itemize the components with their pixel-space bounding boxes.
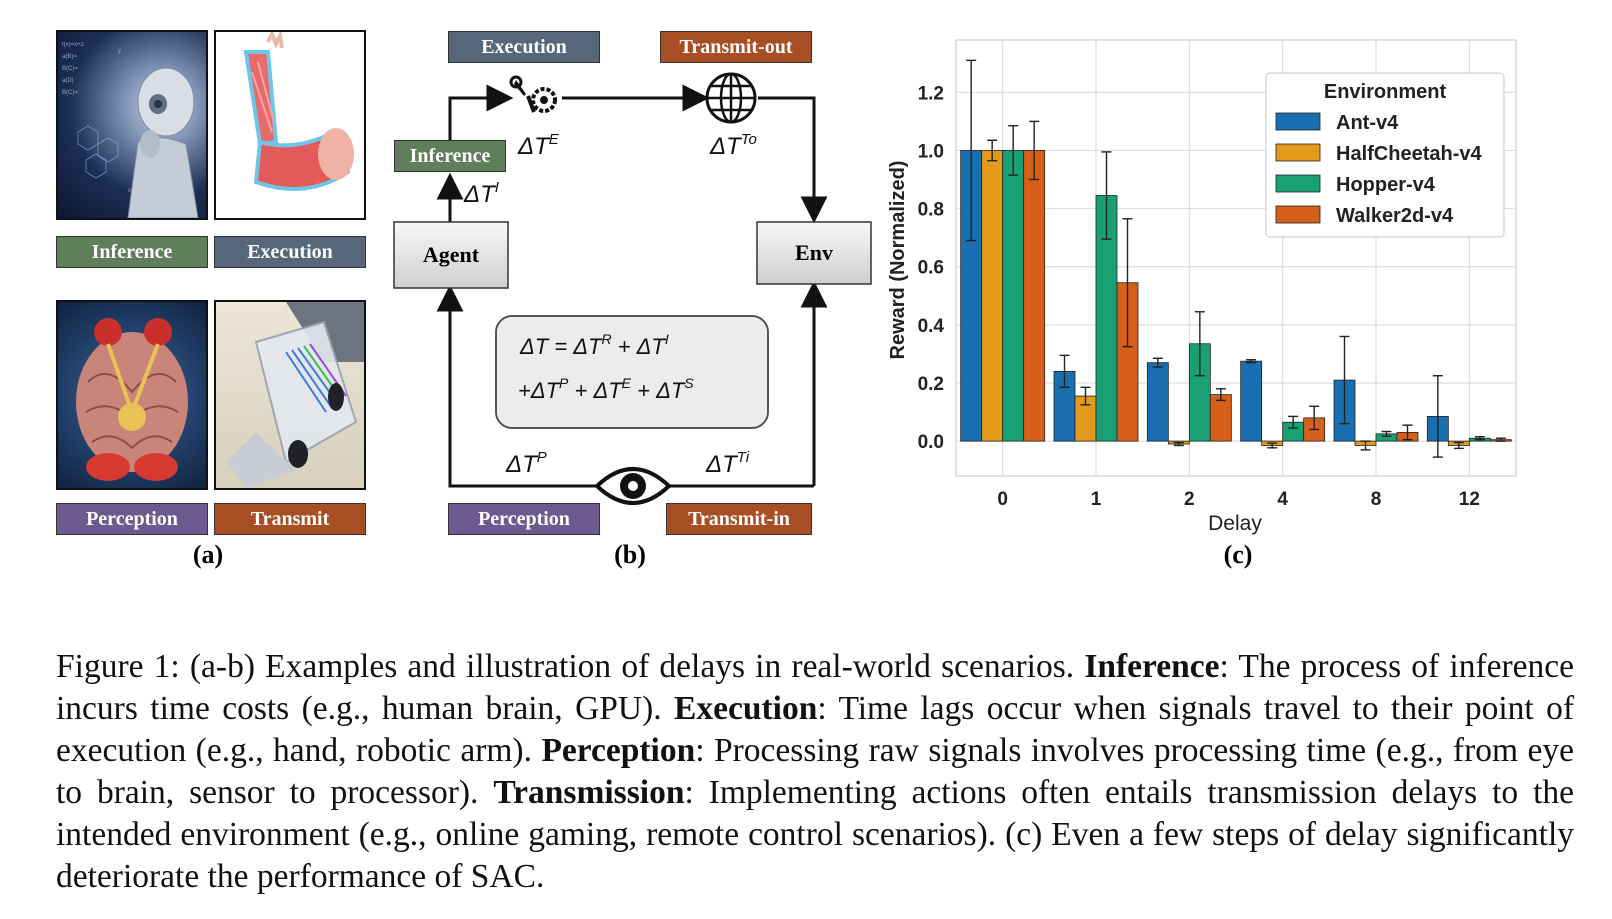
env-label: Env bbox=[795, 240, 833, 265]
svg-text:B(C)=: B(C)= bbox=[62, 66, 78, 72]
y-tick-label: 1.2 bbox=[918, 83, 944, 104]
caption-bold-transmission: Transmission bbox=[493, 774, 685, 811]
reward-delay-chart: 0.00.20.40.60.81.01.20 1 2 4 8 12 Reward (Nor… bbox=[887, 39, 1517, 535]
y-tick-label: 0.8 bbox=[918, 200, 944, 221]
bar-halfcheetah-v4-delay-0 bbox=[981, 150, 1004, 442]
x-tick-label: 0 bbox=[997, 489, 1008, 510]
svg-text:x: x bbox=[128, 188, 131, 194]
legend-title: Environment bbox=[1324, 81, 1447, 103]
network-cable-image bbox=[214, 300, 366, 490]
y-tick-label: 0.2 bbox=[918, 374, 944, 395]
agent-box bbox=[393, 221, 509, 289]
svg-text:a(B)=: a(B)= bbox=[62, 54, 77, 60]
arm-anatomy-image bbox=[214, 30, 366, 220]
caption-part-2: : The process of inference incurs time c… bbox=[56, 648, 1574, 727]
svg-text:ΔT = ΔTR + ΔTI: ΔT = ΔTR + ΔTI bbox=[519, 331, 669, 359]
panel-a-inference-tag: Inference bbox=[56, 236, 208, 268]
figure-caption: Figure 1: (a-b) Examples and illustratio… bbox=[56, 646, 1574, 898]
delay-equation-box bbox=[495, 315, 769, 429]
robot-thinking-image: f(x)=x+2 a(B)= B(C)= a(D) B(C)= y x bbox=[56, 30, 208, 220]
caption-part-4: : Processing raw signals involves proces… bbox=[56, 732, 1574, 811]
panel-b-transmit-in-tag: Transmit-in bbox=[666, 503, 812, 535]
legend-swatch bbox=[1275, 143, 1321, 162]
panel-b-transmit-out-tag: Transmit-out bbox=[660, 31, 812, 63]
globe-icon bbox=[705, 72, 757, 124]
x-tick-label: 2 bbox=[1184, 489, 1195, 510]
panel-b-inference-tag: Inference bbox=[394, 140, 506, 172]
x-axis-label: Delay bbox=[1208, 512, 1262, 535]
y-tick-label: 1.0 bbox=[918, 141, 944, 162]
delta-transmit-out-label: ΔTTo bbox=[709, 131, 757, 160]
panel-a-transmit-tag: Transmit bbox=[214, 503, 366, 535]
delta-perception-label: ΔTP bbox=[505, 449, 547, 478]
legend-entry: Hopper-v4 bbox=[1336, 174, 1436, 196]
bar-walker2d-v4-delay-0 bbox=[1023, 150, 1046, 442]
eye-icon bbox=[594, 467, 672, 505]
delay-equation: ΔT = ΔTR + ΔTI +ΔTP + ΔTE + ΔTS bbox=[518, 331, 694, 403]
x-tick-label: 4 bbox=[1277, 489, 1288, 510]
caption-part-5: : Implementing actions often entails tra… bbox=[56, 774, 1574, 895]
panel-a-perception-tag: Perception bbox=[56, 503, 208, 535]
y-tick-label: 0.0 bbox=[918, 432, 944, 453]
bar-walker2d-v4-delay-2 bbox=[1209, 394, 1232, 442]
x-tick-label: 8 bbox=[1371, 489, 1382, 510]
x-tick-label: 12 bbox=[1459, 489, 1480, 510]
bar-hopper-v4-delay-0 bbox=[1002, 150, 1025, 442]
legend-entry: Walker2d-v4 bbox=[1336, 205, 1454, 227]
x-tick-label: 1 bbox=[1091, 489, 1102, 510]
transmit-to-env-arrow bbox=[758, 96, 828, 224]
inference-to-execution-arrow bbox=[448, 84, 514, 160]
wrench-gear-icon bbox=[509, 75, 557, 113]
caption-bold-perception: Perception bbox=[541, 732, 696, 769]
legend-entry: HalfCheetah-v4 bbox=[1336, 143, 1482, 165]
legend-swatch bbox=[1275, 174, 1321, 193]
y-tick-label: 0.4 bbox=[918, 316, 945, 337]
y-axis-label: Reward (Normalized) bbox=[887, 161, 909, 360]
delta-execution-label: ΔTE bbox=[517, 131, 560, 160]
panel-b-execution-tag: Execution bbox=[448, 31, 600, 63]
legend-swatch bbox=[1275, 205, 1321, 224]
caption-part-3: : Time lags occur when signals travel to… bbox=[56, 690, 1574, 769]
caption-part-1: Figure 1: (a-b) Examples and illustratio… bbox=[56, 648, 1085, 685]
panel-b-sublabel: (b) bbox=[614, 540, 646, 569]
legend-box bbox=[1265, 72, 1505, 238]
panel-a-execution-tag: Execution bbox=[214, 236, 366, 268]
caption-bold-execution: Execution bbox=[674, 690, 818, 727]
svg-text:a(D): a(D) bbox=[62, 78, 74, 84]
delay-flow-diagram: ΔTE ΔTTo ΔTI ΔTP ΔTTi ΔT = ΔTR + ΔTI +ΔT… bbox=[393, 72, 872, 505]
caption-bold-inference: Inference bbox=[1084, 648, 1220, 685]
y-tick-label: 0.6 bbox=[918, 258, 944, 279]
bar-ant-v4-delay-4 bbox=[1240, 360, 1263, 442]
svg-text:+ΔTP + ΔTE + ΔTS: +ΔTP + ΔTE + ΔTS bbox=[518, 375, 694, 403]
svg-text:B(C)=: B(C)= bbox=[62, 90, 78, 96]
env-box bbox=[756, 221, 872, 285]
panel-c-sublabel: (c) bbox=[1223, 540, 1253, 569]
bar-ant-v4-delay-2 bbox=[1146, 362, 1169, 442]
delta-inference-label: ΔTI bbox=[463, 179, 499, 208]
legend-entry: Ant-v4 bbox=[1336, 112, 1399, 134]
delta-transmit-in-label: ΔTTi bbox=[705, 449, 750, 478]
brain-eye-image bbox=[56, 300, 208, 490]
agent-label: Agent bbox=[422, 242, 480, 267]
perception-to-agent-arrow bbox=[436, 284, 600, 488]
legend-swatch bbox=[1275, 112, 1321, 131]
svg-text:y: y bbox=[118, 48, 121, 54]
svg-text:f(x)=x+2: f(x)=x+2 bbox=[62, 42, 85, 48]
panel-b-perception-tag: Perception bbox=[448, 503, 600, 535]
panel-a-sublabel: (a) bbox=[192, 540, 224, 569]
